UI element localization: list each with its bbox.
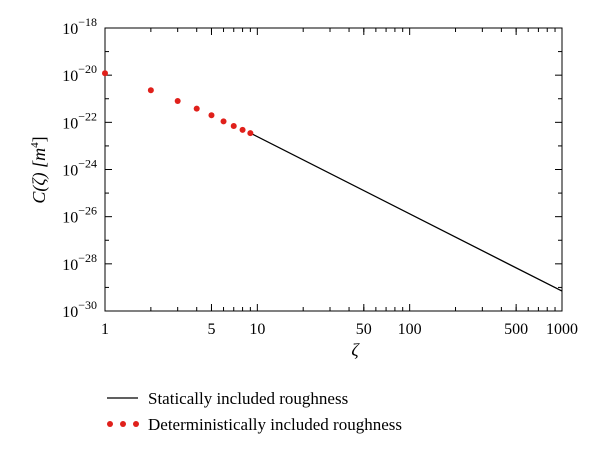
y-tick-label: 10−28 [62,251,97,274]
y-tick-label: 10−20 [62,62,97,85]
series-deterministic-point [247,130,254,137]
x-tick-label: 10 [249,321,265,338]
y-tick-label: 10−26 [62,204,97,227]
series-layer [102,70,563,292]
y-tick-label: 10−24 [62,157,97,180]
series-deterministic-point [230,122,237,129]
x-tick-label: 5 [207,321,215,338]
series-deterministic-point [220,118,227,125]
legend: Statically included roughness Determinis… [107,389,402,434]
x-tick-label: 500 [504,321,528,338]
series-deterministic-point [174,98,181,105]
plot-frame [104,27,563,312]
y-axis: 10−30 10−28 10−26 10−24 10−22 10−20 10−18 [62,15,562,321]
series-static-line [250,132,563,292]
x-axis-label: ζ [351,340,360,360]
x-tick-label: 1 [101,321,109,338]
legend-dot-swatch [107,421,113,427]
series-deterministic-point [193,105,200,112]
legend-label-deterministic: Deterministically included roughness [148,415,402,434]
series-deterministic-point [208,112,215,119]
y-tick-label: 10−18 [62,15,97,38]
x-tick-label: 1000 [546,321,578,338]
x-axis: 1 5 10 50 100 500 1000 [101,28,578,338]
series-deterministic-point [147,87,154,94]
legend-dot-swatch [133,421,139,427]
series-deterministic-point [102,70,108,77]
y-tick-label: 10−22 [62,109,97,132]
legend-label-static: Statically included roughness [148,389,348,408]
legend-dot-swatch [120,421,126,427]
y-axis-label: C(ζ) [m4] [29,136,50,203]
y-tick-label: 10−30 [62,298,97,321]
x-tick-label: 100 [398,321,422,338]
x-tick-label: 50 [356,321,372,338]
series-deterministic-point [239,126,246,133]
